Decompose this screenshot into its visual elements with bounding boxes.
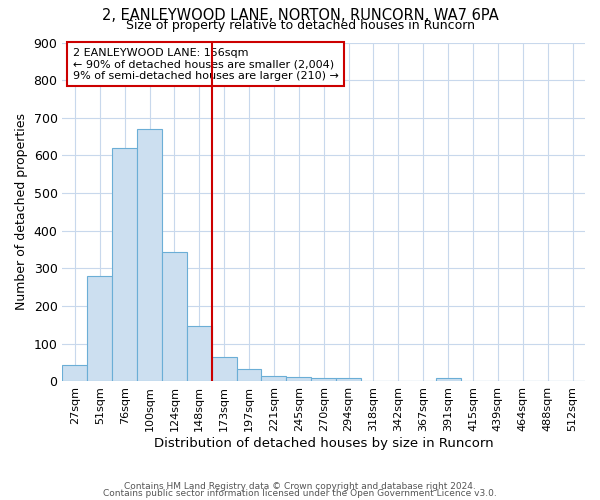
Text: 2 EANLEYWOOD LANE: 156sqm
← 90% of detached houses are smaller (2,004)
9% of sem: 2 EANLEYWOOD LANE: 156sqm ← 90% of detac…	[73, 48, 339, 81]
Bar	[262, 376, 286, 382]
Bar	[311, 378, 336, 382]
Text: Contains HM Land Registry data © Crown copyright and database right 2024.: Contains HM Land Registry data © Crown c…	[124, 482, 476, 491]
Y-axis label: Number of detached properties: Number of detached properties	[15, 114, 28, 310]
Bar	[336, 378, 361, 382]
Bar	[112, 148, 137, 382]
Bar	[137, 129, 162, 382]
Text: Contains public sector information licensed under the Open Government Licence v3: Contains public sector information licen…	[103, 490, 497, 498]
Bar	[236, 370, 262, 382]
Bar	[62, 364, 88, 382]
Bar	[88, 276, 112, 382]
Bar	[212, 357, 236, 382]
Bar	[187, 326, 212, 382]
Bar	[286, 377, 311, 382]
Bar	[436, 378, 461, 382]
X-axis label: Distribution of detached houses by size in Runcorn: Distribution of detached houses by size …	[154, 437, 494, 450]
Bar	[162, 252, 187, 382]
Text: 2, EANLEYWOOD LANE, NORTON, RUNCORN, WA7 6PA: 2, EANLEYWOOD LANE, NORTON, RUNCORN, WA7…	[101, 8, 499, 22]
Text: Size of property relative to detached houses in Runcorn: Size of property relative to detached ho…	[125, 19, 475, 32]
